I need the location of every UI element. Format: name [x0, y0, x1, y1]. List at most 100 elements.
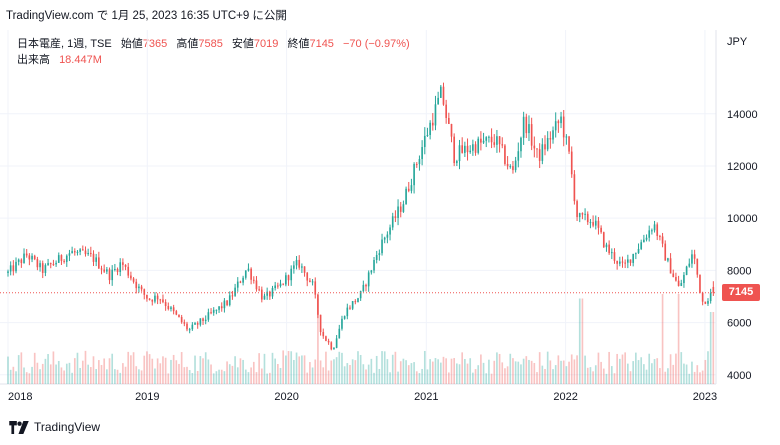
volume-bar [175, 360, 178, 384]
candle-body [178, 314, 180, 317]
volume-bar [664, 371, 667, 384]
volume-bar [228, 364, 231, 384]
volume-bar [693, 371, 696, 384]
volume-bar [255, 372, 258, 384]
candle-body [60, 255, 63, 261]
candle-body [415, 164, 418, 166]
volume-bar [509, 353, 512, 384]
volume-bar [330, 360, 333, 384]
candle-body [517, 151, 520, 161]
candle-body [627, 259, 629, 263]
volume-bar [643, 364, 645, 384]
candle-body [624, 262, 626, 264]
candle-body [311, 281, 314, 283]
candle-body [496, 136, 498, 145]
volume-bar [413, 362, 415, 384]
volume-bar [327, 370, 330, 384]
candle-body [57, 255, 60, 263]
volume-bar [578, 298, 581, 384]
volume-bar [554, 365, 557, 384]
candle-body [47, 263, 49, 266]
volume-bar [71, 372, 73, 384]
candle-body [429, 122, 431, 135]
candle-body [89, 252, 92, 254]
candle-body [234, 287, 236, 296]
candle-body [461, 145, 464, 153]
volume-bar [100, 364, 103, 384]
volume-bar [442, 356, 445, 384]
candle-body [335, 338, 338, 348]
footer-brand: TradingView [9, 420, 100, 434]
volume-bar [397, 371, 399, 384]
volume-bar [701, 370, 704, 384]
x-tick-label: 2022 [553, 391, 577, 403]
volume-bar [111, 353, 114, 384]
candle-body [135, 281, 138, 289]
volume-bar [84, 350, 87, 384]
candle-body [223, 300, 226, 309]
volume-bar [47, 354, 49, 384]
candle-body [608, 244, 610, 254]
volume-bar [383, 351, 386, 384]
volume-bar [375, 355, 378, 384]
candle-body [170, 307, 172, 309]
candle-body [431, 122, 434, 126]
candle-body [55, 262, 57, 265]
candle-body [325, 336, 327, 341]
candle-body [672, 273, 675, 278]
volume-bar [466, 363, 469, 384]
volume-bar [621, 354, 624, 384]
volume-bar [635, 352, 637, 384]
candle-body [616, 260, 618, 264]
candle-body [282, 283, 285, 285]
volume-bar [202, 358, 204, 384]
candle-body [242, 277, 244, 283]
candle-body [407, 188, 410, 191]
candle-body [413, 164, 415, 186]
volume-bar [391, 354, 394, 384]
candle-body [640, 242, 643, 249]
candle-body [277, 285, 279, 287]
candle-body [402, 204, 405, 212]
candle-body [613, 252, 616, 261]
candle-body [106, 269, 108, 272]
low-label: 安値 [231, 38, 254, 50]
volume-bar [656, 358, 659, 384]
volume-bar [538, 352, 541, 384]
volume-bar [704, 359, 707, 384]
candle-body [370, 270, 373, 273]
candle-body [656, 224, 659, 236]
candle-body [621, 261, 624, 263]
volume-bar [520, 364, 522, 384]
volume-bar [92, 356, 95, 384]
candle-body [466, 145, 469, 153]
volume-bar [223, 371, 226, 384]
volume-bar [653, 359, 656, 384]
footer-brand-label: TradingView [34, 420, 101, 434]
volume-bar [52, 351, 55, 384]
volume-bar [469, 358, 472, 384]
candle-body [207, 312, 210, 320]
volume-bar [351, 359, 354, 384]
volume-bar [418, 373, 421, 384]
change-value: −70 (−0.97%) [343, 38, 410, 50]
candle-body [68, 253, 71, 256]
candle-body [279, 283, 282, 287]
volume-bar [490, 373, 493, 384]
volume-bar [431, 361, 434, 384]
volume-bar [188, 370, 191, 384]
candle-body [317, 294, 319, 315]
candle-body [191, 324, 194, 330]
candle-body [493, 142, 496, 145]
candle-body [330, 342, 333, 350]
candle-body [186, 323, 188, 330]
candle-body [122, 262, 124, 265]
volume-bar [461, 352, 464, 384]
volume-bar [565, 366, 568, 384]
volume-bar [600, 361, 602, 384]
volume-bar [68, 362, 71, 384]
volume-bar [138, 369, 140, 384]
volume-bar [696, 365, 699, 384]
volume-bar [127, 351, 130, 384]
